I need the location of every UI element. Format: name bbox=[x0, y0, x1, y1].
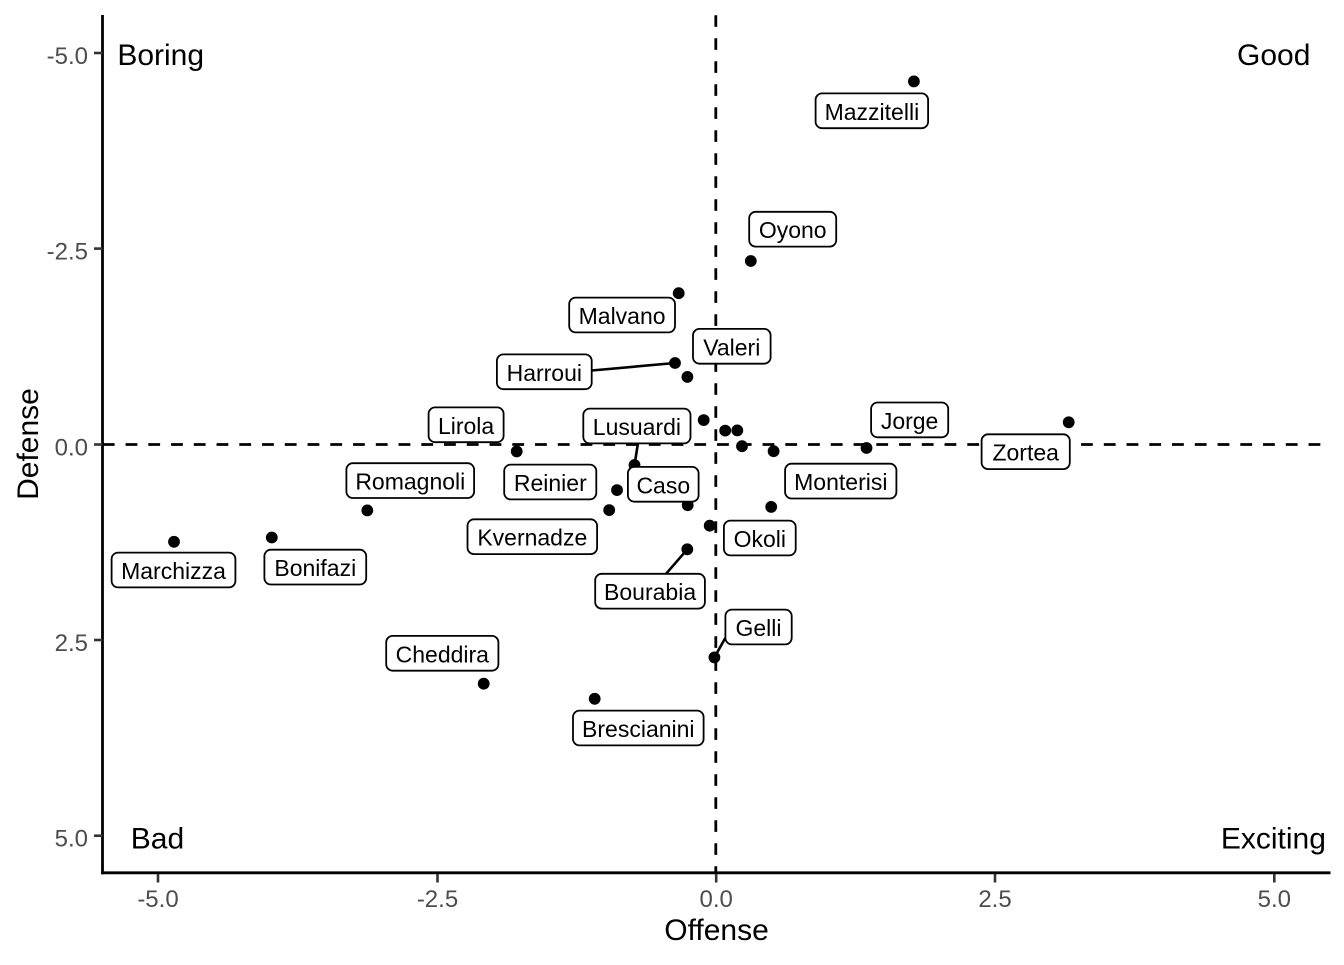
svg-text:Gelli: Gelli bbox=[735, 615, 781, 641]
svg-text:Defense: Defense bbox=[12, 388, 45, 500]
svg-text:-5.0: -5.0 bbox=[47, 43, 88, 70]
svg-text:-2.5: -2.5 bbox=[47, 239, 88, 266]
svg-text:Good: Good bbox=[1237, 39, 1310, 72]
svg-text:Jorge: Jorge bbox=[881, 408, 939, 434]
svg-text:Bad: Bad bbox=[131, 822, 184, 855]
svg-text:Zortea: Zortea bbox=[992, 440, 1059, 466]
svg-text:5.0: 5.0 bbox=[55, 826, 88, 853]
svg-text:0.0: 0.0 bbox=[55, 435, 88, 462]
svg-text:Harroui: Harroui bbox=[507, 360, 582, 386]
svg-text:-2.5: -2.5 bbox=[417, 886, 458, 913]
svg-text:Boring: Boring bbox=[117, 39, 204, 72]
svg-text:Exciting: Exciting bbox=[1221, 822, 1326, 855]
svg-text:Caso: Caso bbox=[636, 472, 690, 498]
svg-text:Kvernadze: Kvernadze bbox=[477, 525, 587, 551]
svg-text:-5.0: -5.0 bbox=[137, 886, 178, 913]
svg-text:Bonifazi: Bonifazi bbox=[274, 555, 356, 581]
svg-text:Marchizza: Marchizza bbox=[121, 558, 226, 584]
svg-text:2.5: 2.5 bbox=[978, 886, 1011, 913]
svg-text:Oyono: Oyono bbox=[759, 217, 827, 243]
svg-text:Cheddira: Cheddira bbox=[396, 641, 490, 667]
svg-text:Okoli: Okoli bbox=[734, 526, 786, 552]
svg-text:Lirola: Lirola bbox=[438, 413, 494, 439]
svg-text:Malvano: Malvano bbox=[579, 303, 666, 329]
svg-text:Romagnoli: Romagnoli bbox=[355, 469, 465, 495]
svg-text:0.0: 0.0 bbox=[700, 886, 733, 913]
svg-text:2.5: 2.5 bbox=[55, 630, 88, 657]
svg-text:5.0: 5.0 bbox=[1258, 886, 1291, 913]
svg-text:Bourabia: Bourabia bbox=[604, 579, 696, 605]
svg-text:Valeri: Valeri bbox=[703, 334, 760, 360]
svg-text:Mazzitelli: Mazzitelli bbox=[825, 99, 920, 125]
svg-text:Brescianini: Brescianini bbox=[582, 716, 695, 742]
svg-text:Lusuardi: Lusuardi bbox=[593, 414, 681, 440]
svg-text:Reinier: Reinier bbox=[514, 470, 587, 496]
svg-text:Offense: Offense bbox=[664, 914, 769, 947]
svg-text:Monterisi: Monterisi bbox=[794, 469, 887, 495]
